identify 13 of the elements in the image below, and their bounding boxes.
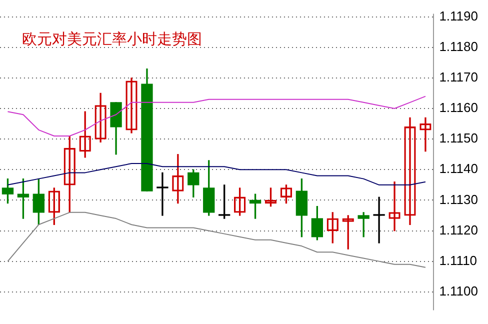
- y-tick-label: 1.1140: [439, 161, 478, 176]
- text: 欧元对美元汇率小时走势图: [22, 30, 202, 48]
- y-tick-label: 1.1150: [439, 130, 478, 146]
- y-tick-label: 1.1180: [439, 38, 478, 54]
- y-tick-label: 1.1160: [439, 100, 478, 116]
- y-tick-label: 1.1100: [439, 283, 478, 298]
- y-tick-label: 1.1110: [439, 252, 478, 268]
- y-tick-label: 1.1190: [439, 8, 478, 24]
- candlestick: [156, 172, 168, 216]
- candlestick: [373, 196, 385, 244]
- y-tick-label: 1.1130: [439, 192, 478, 207]
- y-tick-label: 1.1170: [439, 70, 478, 85]
- y-tick-label: 1.1120: [439, 222, 478, 238]
